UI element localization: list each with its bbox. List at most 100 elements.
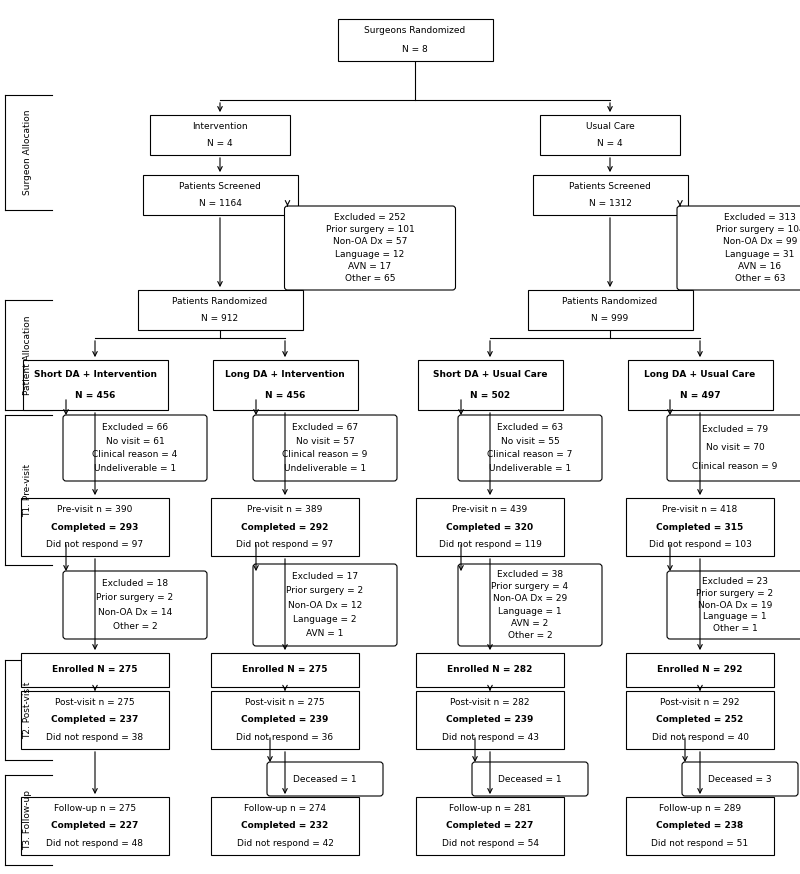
Text: Prior surgery = 2: Prior surgery = 2	[286, 586, 363, 595]
Text: Prior surgery = 101: Prior surgery = 101	[326, 225, 414, 234]
Text: Pre-visit n = 389: Pre-visit n = 389	[247, 505, 322, 514]
Text: AVN = 16: AVN = 16	[738, 262, 782, 271]
Text: Enrolled N = 292: Enrolled N = 292	[658, 665, 742, 675]
Text: Excluded = 79: Excluded = 79	[702, 426, 768, 434]
Text: Enrolled N = 275: Enrolled N = 275	[52, 665, 138, 675]
Text: Did not respond = 51: Did not respond = 51	[651, 839, 749, 848]
Text: N = 456: N = 456	[75, 392, 115, 400]
FancyBboxPatch shape	[677, 206, 800, 290]
Text: Clinical reason = 7: Clinical reason = 7	[487, 450, 573, 460]
Bar	[21, 653, 169, 687]
Text: Language = 12: Language = 12	[335, 250, 405, 259]
FancyBboxPatch shape	[253, 415, 397, 481]
Text: Pre-visit n = 439: Pre-visit n = 439	[452, 505, 528, 514]
Text: Other = 63: Other = 63	[734, 274, 786, 283]
Text: Undeliverable = 1: Undeliverable = 1	[94, 464, 176, 474]
Text: T1. Pre-visit: T1. Pre-visit	[23, 463, 33, 517]
Text: Did not respond = 38: Did not respond = 38	[46, 733, 143, 742]
Text: Follow-up n = 274: Follow-up n = 274	[244, 804, 326, 813]
Text: Did not respond = 48: Did not respond = 48	[46, 839, 143, 848]
Text: Patients Randomized: Patients Randomized	[172, 297, 268, 306]
Bar	[626, 653, 774, 687]
Text: Non-OA Dx = 14: Non-OA Dx = 14	[98, 607, 172, 617]
Text: Short DA + Intervention: Short DA + Intervention	[34, 370, 157, 378]
Text: Non-OA Dx = 19: Non-OA Dx = 19	[698, 600, 772, 609]
Text: Language = 1: Language = 1	[498, 607, 562, 615]
Text: Did not respond = 119: Did not respond = 119	[438, 540, 542, 549]
Text: N = 4: N = 4	[207, 139, 233, 149]
Text: AVN = 1: AVN = 1	[306, 629, 344, 638]
Text: Pre-visit n = 418: Pre-visit n = 418	[662, 505, 738, 514]
Text: N = 1312: N = 1312	[589, 199, 631, 208]
Bar	[22, 360, 167, 410]
Bar	[211, 691, 359, 749]
Text: Excluded = 313: Excluded = 313	[724, 212, 796, 221]
FancyBboxPatch shape	[472, 762, 588, 796]
Text: Long DA + Intervention: Long DA + Intervention	[225, 370, 345, 378]
Text: T2. Post-visit: T2. Post-visit	[23, 682, 33, 739]
Text: Clinical reason = 9: Clinical reason = 9	[692, 461, 778, 471]
Text: Patients Screened: Patients Screened	[569, 182, 651, 191]
Text: Prior surgery = 2: Prior surgery = 2	[697, 589, 774, 598]
Text: Post-visit n = 275: Post-visit n = 275	[55, 698, 135, 707]
Text: Pre-visit n = 390: Pre-visit n = 390	[58, 505, 133, 514]
Bar	[21, 691, 169, 749]
Text: N = 497: N = 497	[680, 392, 720, 400]
Text: Patient Allocation: Patient Allocation	[23, 316, 33, 395]
Bar	[150, 115, 290, 155]
Text: Post-visit n = 275: Post-visit n = 275	[245, 698, 325, 707]
Text: Completed = 232: Completed = 232	[242, 822, 329, 830]
Text: Completed = 227: Completed = 227	[51, 822, 138, 830]
Text: Non-OA Dx = 29: Non-OA Dx = 29	[493, 594, 567, 603]
Bar	[142, 175, 298, 215]
Text: Completed = 238: Completed = 238	[656, 822, 744, 830]
Bar	[626, 691, 774, 749]
Text: No visit = 70: No visit = 70	[706, 443, 764, 453]
Text: Undeliverable = 1: Undeliverable = 1	[489, 464, 571, 474]
Bar	[416, 653, 564, 687]
Text: Did not respond = 42: Did not respond = 42	[237, 839, 334, 848]
Text: Deceased = 3: Deceased = 3	[708, 774, 772, 783]
FancyBboxPatch shape	[267, 762, 383, 796]
Text: Excluded = 38: Excluded = 38	[497, 571, 563, 579]
Bar	[416, 691, 564, 749]
Text: Did not respond = 103: Did not respond = 103	[649, 540, 751, 549]
Text: Excluded = 23: Excluded = 23	[702, 577, 768, 586]
Text: Non-OA Dx = 57: Non-OA Dx = 57	[333, 238, 407, 246]
Text: Non-OA Dx = 99: Non-OA Dx = 99	[723, 238, 797, 246]
Text: AVN = 2: AVN = 2	[511, 619, 549, 628]
FancyBboxPatch shape	[667, 571, 800, 639]
Text: Excluded = 252: Excluded = 252	[334, 212, 406, 221]
Text: Completed = 293: Completed = 293	[51, 523, 138, 531]
Bar	[418, 360, 562, 410]
Text: Follow-up n = 281: Follow-up n = 281	[449, 804, 531, 813]
Text: N = 456: N = 456	[265, 392, 305, 400]
Bar	[21, 797, 169, 855]
Text: Excluded = 17: Excluded = 17	[292, 572, 358, 581]
Text: Intervention: Intervention	[192, 121, 248, 131]
Text: Clinical reason = 4: Clinical reason = 4	[92, 450, 178, 460]
Text: Deceased = 1: Deceased = 1	[293, 774, 357, 783]
Text: Excluded = 67: Excluded = 67	[292, 422, 358, 432]
Bar	[138, 290, 302, 330]
Text: Enrolled N = 275: Enrolled N = 275	[242, 665, 328, 675]
Text: N = 912: N = 912	[202, 314, 238, 323]
Text: Long DA + Usual Care: Long DA + Usual Care	[644, 370, 756, 378]
FancyBboxPatch shape	[682, 762, 798, 796]
Bar	[211, 498, 359, 556]
Bar	[540, 115, 680, 155]
Bar	[416, 797, 564, 855]
Text: Short DA + Usual Care: Short DA + Usual Care	[433, 370, 547, 378]
FancyBboxPatch shape	[63, 571, 207, 639]
FancyBboxPatch shape	[63, 415, 207, 481]
Text: Completed = 239: Completed = 239	[446, 716, 534, 725]
Text: No visit = 57: No visit = 57	[296, 436, 354, 446]
Text: T3. Follow-up: T3. Follow-up	[23, 790, 33, 850]
Text: Did not respond = 54: Did not respond = 54	[442, 839, 538, 848]
FancyBboxPatch shape	[285, 206, 455, 290]
Text: Completed = 227: Completed = 227	[446, 822, 534, 830]
Text: Usual Care: Usual Care	[586, 121, 634, 131]
Bar	[416, 498, 564, 556]
Text: No visit = 55: No visit = 55	[501, 436, 559, 446]
FancyBboxPatch shape	[253, 564, 397, 646]
